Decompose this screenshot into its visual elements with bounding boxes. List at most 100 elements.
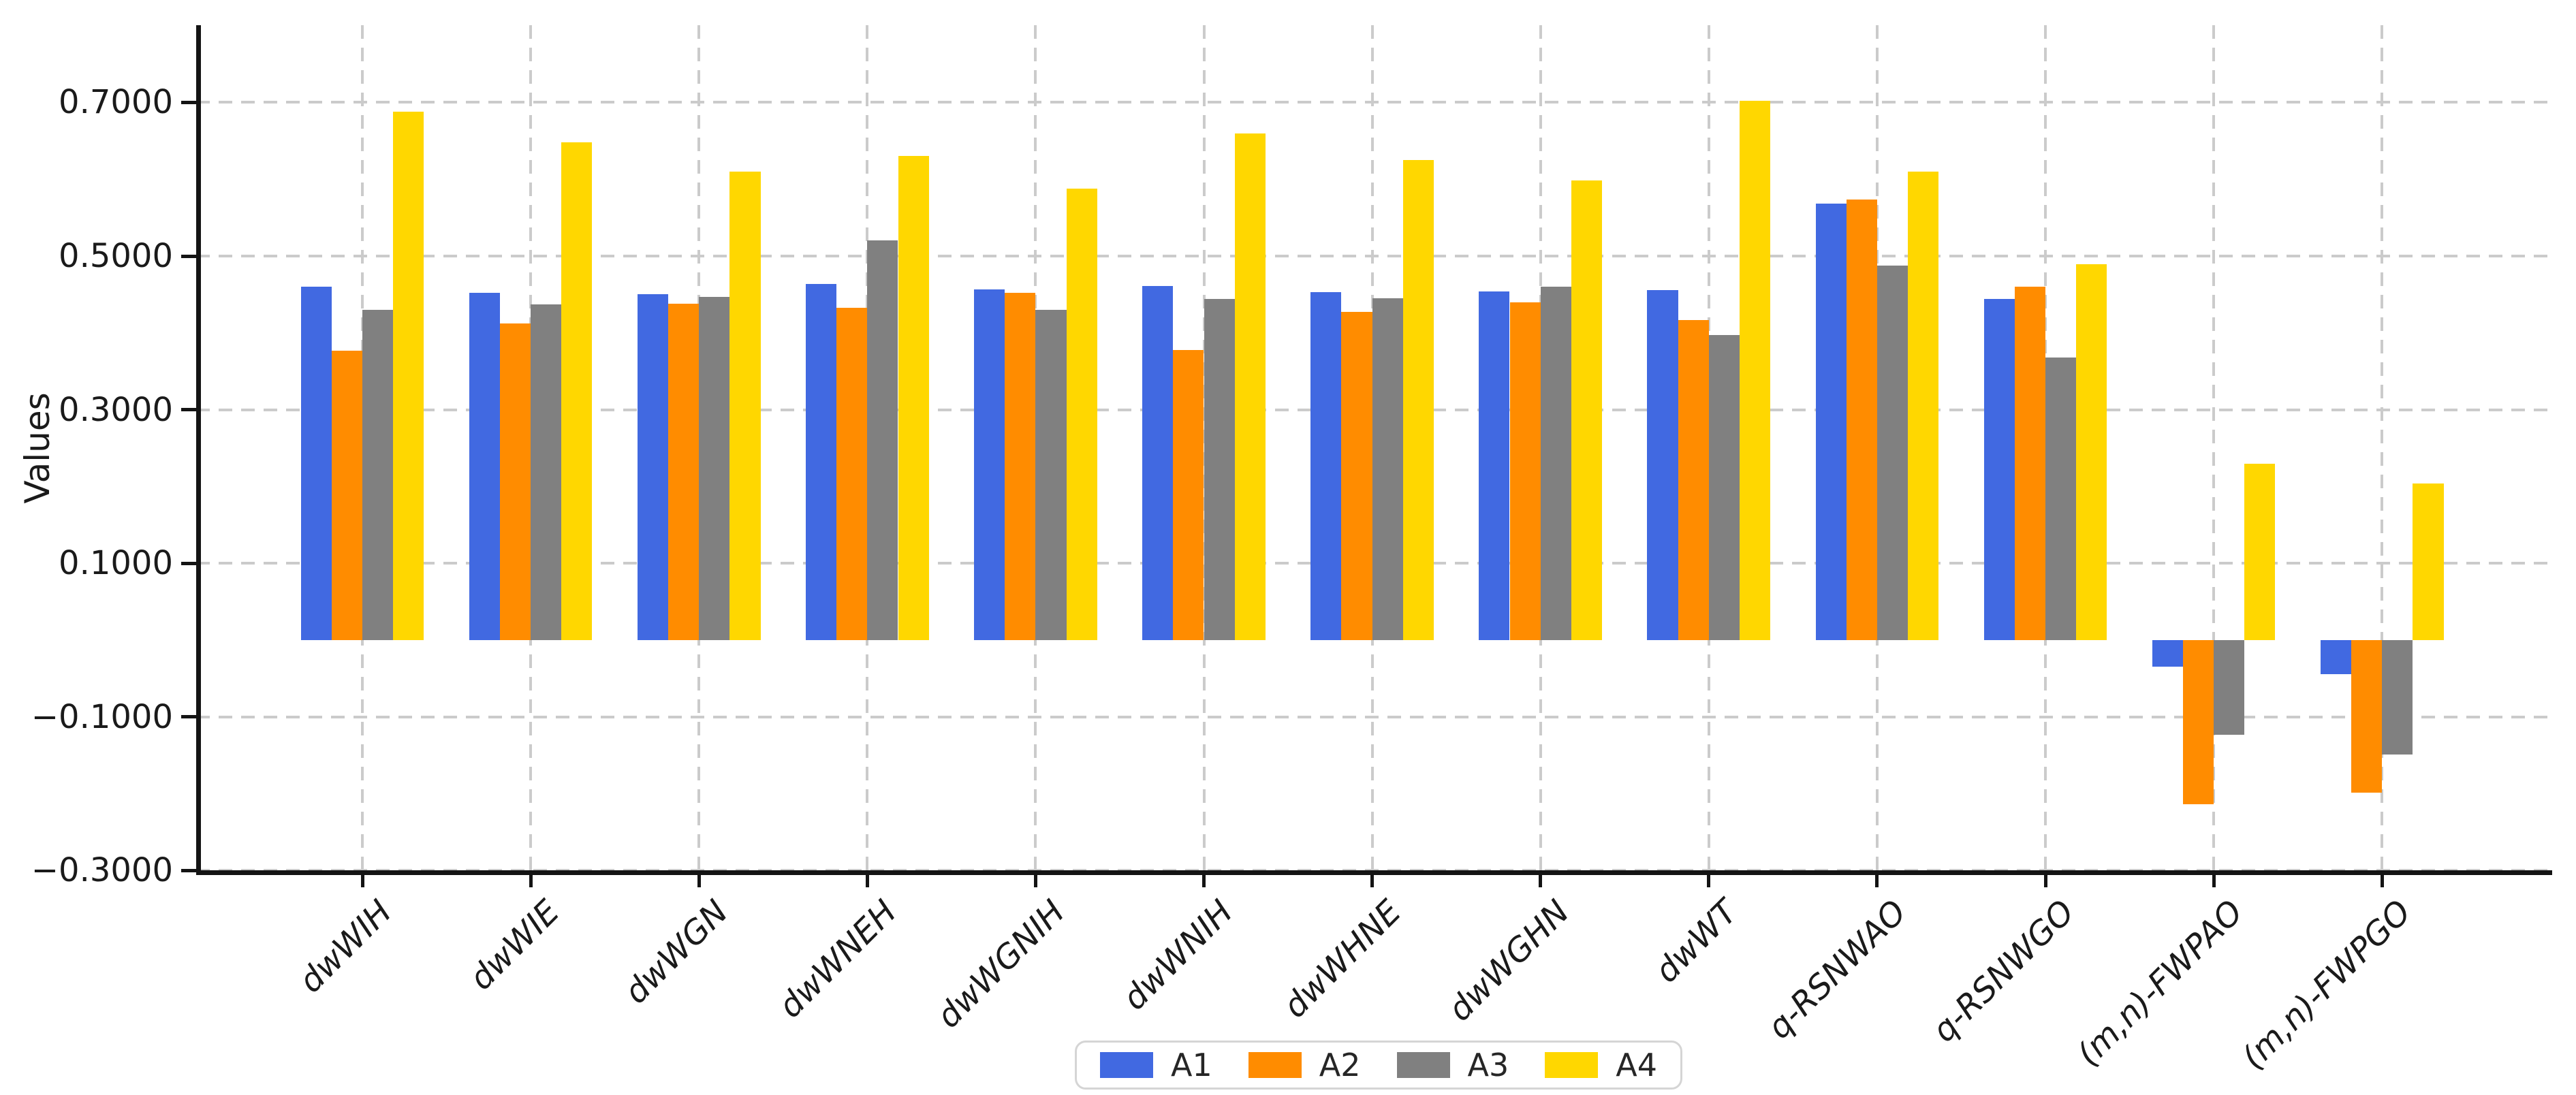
bar-A3-dwWNIH xyxy=(1204,299,1235,640)
legend-label: A2 xyxy=(1319,1047,1361,1083)
x-gridline xyxy=(2381,25,2384,870)
bar-A2-(m,n)-FWPAO xyxy=(2182,640,2214,805)
x-tick-label: dwWT xyxy=(1648,893,1746,991)
bar-A1-dwWT xyxy=(1647,289,1678,640)
bar-A1-dwWHNE xyxy=(1310,292,1342,640)
y-axis-spine xyxy=(196,25,201,875)
bar-A4-dwWIE xyxy=(561,142,593,640)
bar-A2-dwWT xyxy=(1678,319,1709,640)
x-gridline xyxy=(2212,25,2216,870)
y-tick-mark xyxy=(181,408,196,412)
bar-A2-dwWIE xyxy=(499,323,531,640)
bar-A3-dwWNEH xyxy=(867,240,898,640)
y-tick-mark xyxy=(181,254,196,258)
y-gridline xyxy=(196,101,2552,104)
x-tick-label: dwWGHN xyxy=(1441,893,1577,1029)
bar-A4-dwWNEH xyxy=(898,156,929,640)
bar-A3-q-RSNWGO xyxy=(2045,357,2077,640)
bar-A4-(m,n)-FWPAO xyxy=(2244,463,2276,640)
legend-swatch-A1 xyxy=(1100,1052,1153,1078)
y-tick-label: 0.1000 xyxy=(59,544,173,583)
bar-A1-dwWGNIH xyxy=(974,289,1005,640)
x-tick-mark xyxy=(360,875,364,887)
x-tick-mark xyxy=(1539,875,1543,887)
bar-A4-dwWGN xyxy=(729,171,761,640)
x-tick-mark xyxy=(1875,875,1879,887)
bar-A1-dwWNIH xyxy=(1142,285,1174,640)
x-tick-label: dwWGNIH xyxy=(929,893,1073,1036)
legend-swatch-A3 xyxy=(1396,1052,1450,1078)
x-tick-label: dwWGN xyxy=(616,893,736,1012)
bar-A4-(m,n)-FWPGO xyxy=(2413,483,2444,640)
y-gridline xyxy=(196,715,2552,718)
bar-A1-q-RSNWAO xyxy=(1815,204,1847,640)
legend: A1 A2 A3 A4 xyxy=(1075,1041,1682,1090)
x-tick-mark xyxy=(2380,875,2384,887)
bar-A4-dwWGHN xyxy=(1571,180,1603,640)
bar-A4-q-RSNWAO xyxy=(1908,171,1939,640)
bar-A1-dwWIH xyxy=(300,287,332,640)
bar-A4-q-RSNWGO xyxy=(2076,264,2107,640)
bar-A3-(m,n)-FWPGO xyxy=(2382,640,2413,755)
y-tick-mark xyxy=(181,715,196,719)
bar-A1-q-RSNWGO xyxy=(1983,299,2015,640)
bar-A3-dwWGNIH xyxy=(1035,309,1067,640)
x-tick-mark xyxy=(1033,875,1037,887)
y-tick-label: −0.3000 xyxy=(31,851,173,890)
bar-A2-dwWGN xyxy=(668,303,700,640)
x-tick-label: dwWHNE xyxy=(1276,893,1409,1026)
bar-A3-dwWHNE xyxy=(1372,298,1403,640)
bar-A4-dwWHNE xyxy=(1402,160,1434,640)
x-tick-mark xyxy=(1202,875,1206,887)
x-tick-mark xyxy=(1370,875,1375,887)
bar-A4-dwWNIH xyxy=(1234,133,1266,640)
bar-A3-(m,n)-FWPAO xyxy=(2214,640,2245,735)
x-tick-mark xyxy=(2043,875,2047,887)
bar-A2-q-RSNWAO xyxy=(1846,199,1877,640)
legend-item-A2: A2 xyxy=(1248,1047,1361,1083)
y-tick-mark xyxy=(181,100,196,104)
x-tick-label: (m,n)-FWPAO xyxy=(2069,893,2250,1074)
legend-swatch-A4 xyxy=(1545,1052,1599,1078)
bar-A2-dwWGHN xyxy=(1509,302,1541,640)
bar-A2-dwWIH xyxy=(331,350,362,640)
bar-A3-dwWT xyxy=(1708,335,1740,640)
bar-A2-dwWNIH xyxy=(1173,349,1204,640)
bar-A4-dwWGNIH xyxy=(1066,188,1097,640)
legend-label: A3 xyxy=(1467,1047,1509,1083)
y-gridline xyxy=(196,255,2552,257)
bar-A2-q-RSNWGO xyxy=(2014,287,2045,640)
x-tick-mark xyxy=(2212,875,2216,887)
x-tick-mark xyxy=(1707,875,1711,887)
bar-A2-dwWHNE xyxy=(1341,312,1372,640)
bar-A3-dwWIE xyxy=(531,304,562,640)
bar-A2-dwWGNIH xyxy=(1005,293,1036,640)
x-tick-label: dwWNEH xyxy=(771,893,904,1026)
x-tick-label: (m,n)-FWPGO xyxy=(2234,893,2419,1077)
bar-A1-(m,n)-FWPGO xyxy=(2320,640,2351,674)
y-tick-label: 0.3000 xyxy=(59,390,173,429)
bar-A2-(m,n)-FWPGO xyxy=(2351,640,2383,793)
bar-A4-dwWIH xyxy=(393,111,424,640)
y-tick-label: 0.7000 xyxy=(59,83,173,122)
legend-label: A4 xyxy=(1616,1047,1657,1083)
y-tick-mark xyxy=(181,561,196,565)
x-tick-label: q-RSNWGO xyxy=(1925,893,2082,1050)
bar-A3-q-RSNWAO xyxy=(1876,265,1909,640)
x-tick-label: dwWIH xyxy=(291,893,399,1000)
x-axis-spine xyxy=(196,870,2552,875)
y-tick-mark xyxy=(181,868,196,872)
bar-A2-dwWNEH xyxy=(836,307,868,640)
bar-A3-dwWIH xyxy=(362,309,394,640)
x-tick-label: q-RSNWAO xyxy=(1759,893,1914,1047)
y-axis-title: Values xyxy=(18,392,57,504)
bar-A1-dwWGHN xyxy=(1479,291,1510,640)
legend-item-A3: A3 xyxy=(1396,1047,1509,1083)
bar-A1-dwWNEH xyxy=(805,283,837,640)
legend-item-A4: A4 xyxy=(1545,1049,1657,1081)
legend-item-A1: A1 xyxy=(1100,1049,1212,1081)
bar-A3-dwWGN xyxy=(699,296,730,640)
bar-A1-(m,n)-FWPAO xyxy=(2152,640,2183,667)
legend-swatch-A2 xyxy=(1248,1052,1302,1078)
